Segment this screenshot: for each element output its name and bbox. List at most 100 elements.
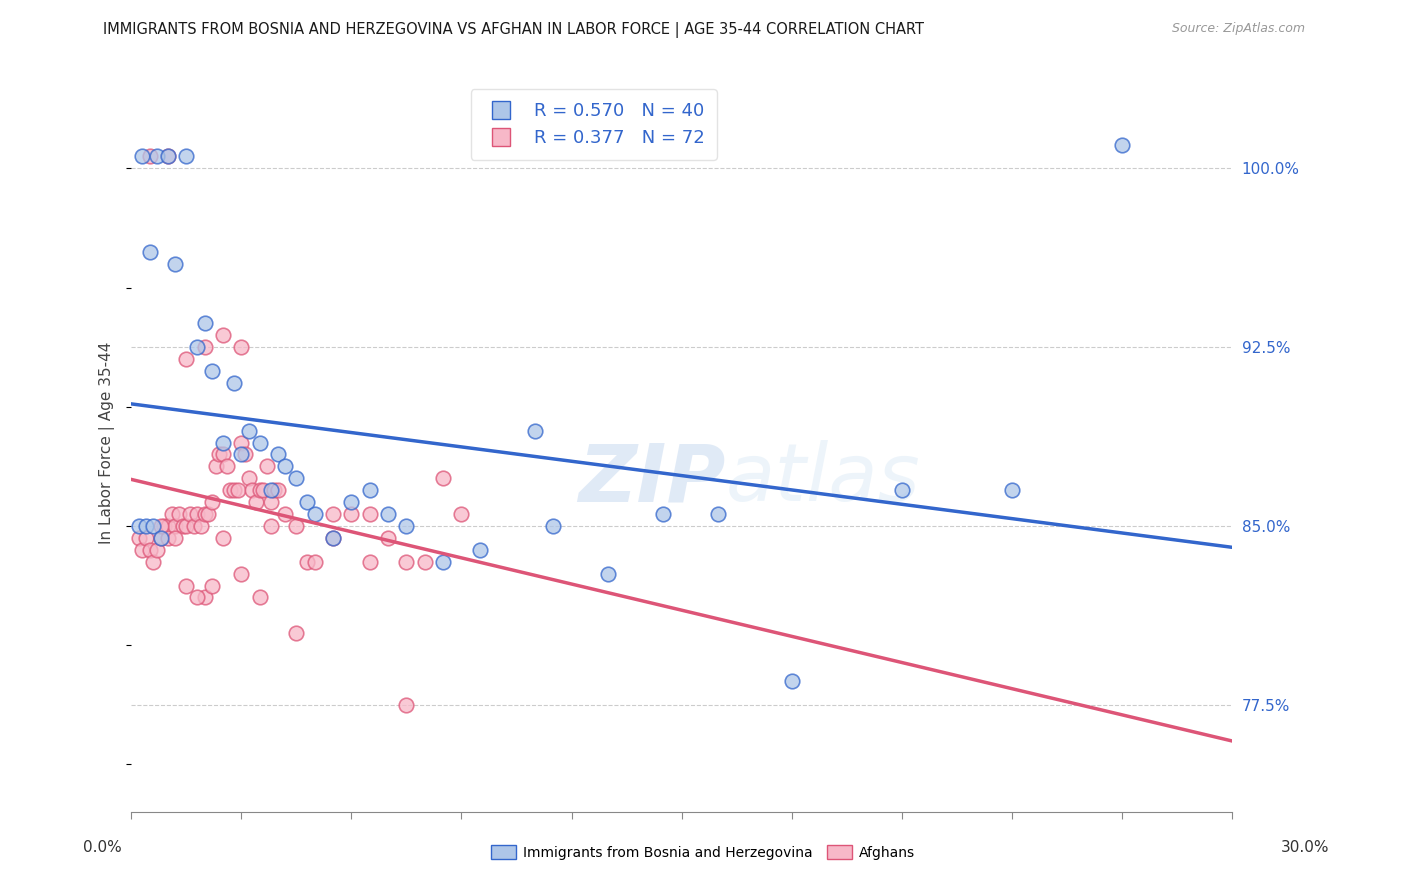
Point <box>149 531 172 545</box>
Point <box>377 531 399 545</box>
Point <box>238 424 260 438</box>
Point <box>138 149 160 163</box>
Point <box>598 566 620 581</box>
Point <box>186 591 208 605</box>
Point <box>186 507 208 521</box>
Point <box>249 435 271 450</box>
Point <box>432 471 454 485</box>
Point <box>157 149 180 163</box>
Point <box>215 459 238 474</box>
Point <box>340 507 363 521</box>
Point <box>285 626 308 640</box>
Point <box>165 519 187 533</box>
Point <box>359 507 381 521</box>
Point <box>204 459 226 474</box>
Point <box>186 340 208 354</box>
Point <box>194 340 217 354</box>
Point <box>128 519 150 533</box>
Point <box>176 149 198 163</box>
Point <box>128 531 150 545</box>
Point <box>242 483 264 498</box>
Point <box>131 542 153 557</box>
Point <box>260 483 283 498</box>
Point <box>233 447 256 461</box>
Point <box>194 591 217 605</box>
Point <box>226 483 249 498</box>
Point <box>212 328 235 343</box>
Point <box>176 352 198 367</box>
Point <box>201 364 224 378</box>
Text: 0.0%: 0.0% <box>83 840 122 855</box>
Point <box>165 531 187 545</box>
Point <box>190 519 212 533</box>
Point <box>1111 137 1133 152</box>
Point <box>1001 483 1024 498</box>
Point <box>263 483 285 498</box>
Point <box>260 495 283 509</box>
Point <box>468 542 491 557</box>
Point <box>142 519 165 533</box>
Text: 30.0%: 30.0% <box>1281 840 1329 855</box>
Text: Source: ZipAtlas.com: Source: ZipAtlas.com <box>1171 22 1305 36</box>
Point <box>395 555 418 569</box>
Point <box>297 555 319 569</box>
Point <box>260 519 283 533</box>
Point <box>249 483 271 498</box>
Point <box>149 519 172 533</box>
Legend: R = 0.570   N = 40, R = 0.377   N = 72: R = 0.570 N = 40, R = 0.377 N = 72 <box>471 89 717 160</box>
Point <box>183 519 205 533</box>
Point <box>322 531 344 545</box>
Point <box>450 507 472 521</box>
Point <box>395 519 418 533</box>
Point <box>304 507 326 521</box>
Point <box>304 555 326 569</box>
Point <box>231 340 253 354</box>
Point <box>157 519 180 533</box>
Point <box>322 531 344 545</box>
Legend: Immigrants from Bosnia and Herzegovina, Afghans: Immigrants from Bosnia and Herzegovina, … <box>485 839 921 865</box>
Point <box>541 519 564 533</box>
Point <box>245 495 267 509</box>
Point <box>131 149 153 163</box>
Text: atlas: atlas <box>725 441 921 518</box>
Point <box>256 459 278 474</box>
Point <box>652 507 675 521</box>
Point <box>359 555 381 569</box>
Point <box>142 555 165 569</box>
Point <box>179 507 201 521</box>
Point <box>274 507 297 521</box>
Point <box>432 555 454 569</box>
Point <box>252 483 274 498</box>
Point <box>176 578 198 592</box>
Point <box>222 376 245 390</box>
Point <box>890 483 912 498</box>
Point <box>267 447 290 461</box>
Point <box>231 566 253 581</box>
Point <box>197 507 219 521</box>
Point <box>267 483 290 498</box>
Point <box>135 519 157 533</box>
Point <box>395 698 418 712</box>
Point <box>322 507 344 521</box>
Y-axis label: In Labor Force | Age 35-44: In Labor Force | Age 35-44 <box>100 342 115 544</box>
Point <box>201 578 224 592</box>
Point <box>249 591 271 605</box>
Point <box>212 435 235 450</box>
Point <box>707 507 730 521</box>
Point <box>297 495 319 509</box>
Point <box>135 531 157 545</box>
Point <box>274 459 297 474</box>
Point <box>212 531 235 545</box>
Point <box>285 471 308 485</box>
Point <box>138 244 160 259</box>
Point <box>176 519 198 533</box>
Text: IMMIGRANTS FROM BOSNIA AND HERZEGOVINA VS AFGHAN IN LABOR FORCE | AGE 35-44 CORR: IMMIGRANTS FROM BOSNIA AND HERZEGOVINA V… <box>103 22 924 38</box>
Point <box>238 471 260 485</box>
Point <box>146 149 169 163</box>
Point <box>780 673 803 688</box>
Point <box>157 531 180 545</box>
Text: ZIP: ZIP <box>578 441 725 518</box>
Point <box>194 507 217 521</box>
Point <box>201 495 224 509</box>
Point <box>340 495 363 509</box>
